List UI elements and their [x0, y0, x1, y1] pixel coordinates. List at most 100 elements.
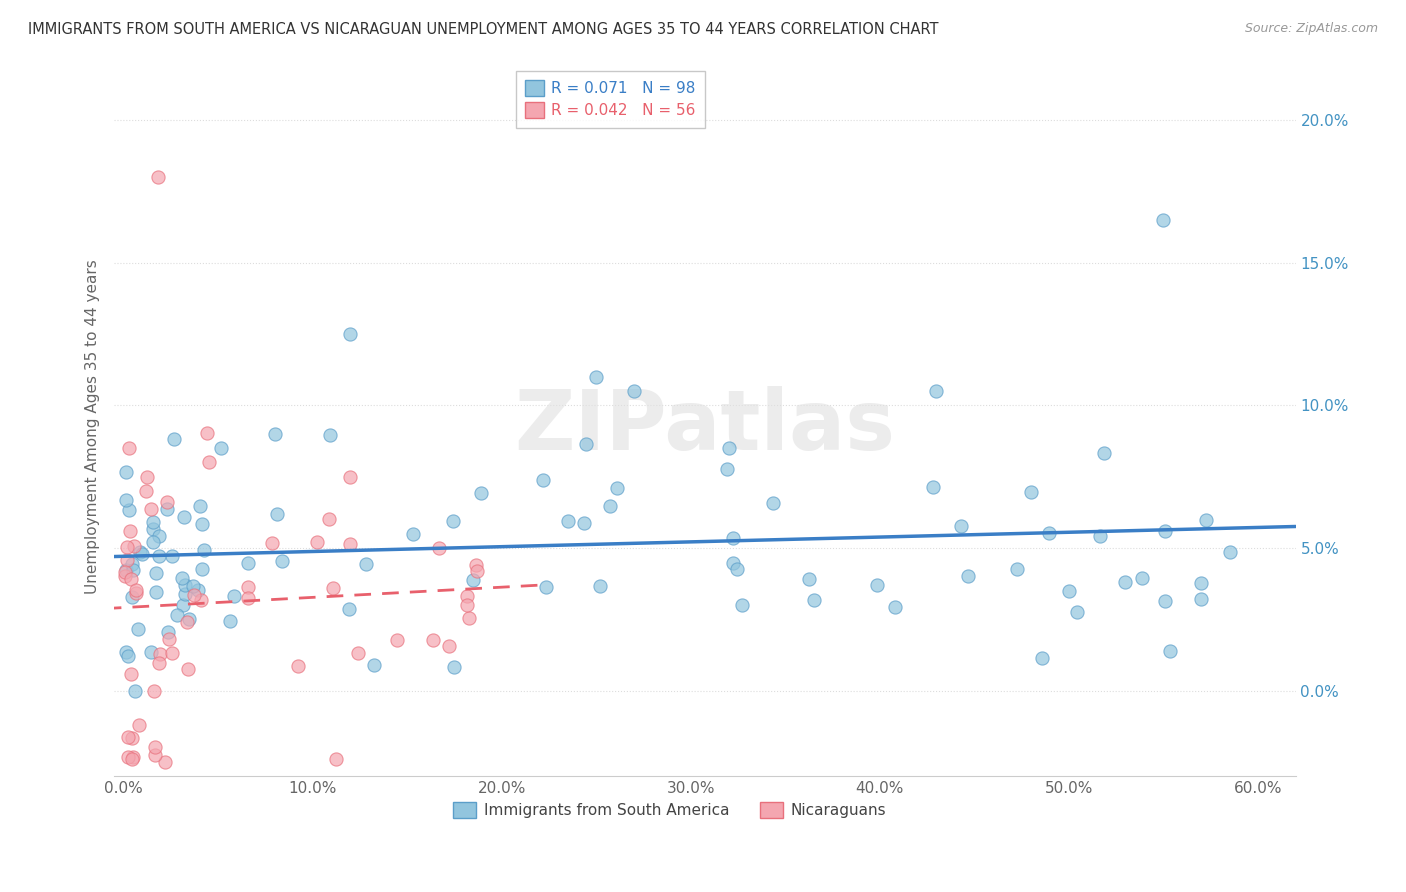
Point — [157, 632, 180, 646]
Point — [142, 522, 165, 536]
Point — [1057, 583, 1080, 598]
Point — [145, 566, 167, 581]
Point — [263, 426, 285, 441]
Point — [465, 558, 488, 572]
Point — [458, 611, 481, 625]
Point — [142, 535, 165, 549]
Point — [117, 649, 139, 664]
Point — [115, 540, 138, 554]
Point — [121, 558, 143, 572]
Point — [1130, 571, 1153, 585]
Point — [170, 571, 193, 585]
Point — [183, 588, 205, 602]
Point — [883, 599, 905, 614]
Point — [797, 573, 820, 587]
Point — [1189, 592, 1212, 607]
Point — [128, 718, 150, 732]
Point — [124, 683, 146, 698]
Point — [118, 524, 141, 538]
Point — [117, 730, 139, 744]
Point — [270, 553, 292, 567]
Text: ZIPatlas: ZIPatlas — [515, 386, 896, 467]
Point — [224, 589, 246, 603]
Point — [925, 384, 948, 399]
Point — [127, 622, 149, 636]
Point — [319, 428, 342, 442]
Point — [145, 585, 167, 599]
Point — [260, 536, 283, 550]
Point — [121, 750, 143, 764]
Point — [322, 581, 344, 595]
Point — [1154, 594, 1177, 608]
Point — [125, 583, 148, 598]
Point — [118, 441, 141, 455]
Point — [191, 562, 214, 576]
Point — [585, 370, 607, 384]
Point — [339, 469, 361, 483]
Point — [1195, 513, 1218, 527]
Point — [148, 549, 170, 563]
Point — [115, 645, 138, 659]
Text: Source: ZipAtlas.com: Source: ZipAtlas.com — [1244, 22, 1378, 36]
Point — [141, 502, 163, 516]
Point — [219, 614, 242, 628]
Point — [195, 426, 218, 441]
Point — [118, 503, 141, 517]
Point — [1066, 605, 1088, 619]
Point — [1152, 213, 1174, 227]
Point — [606, 481, 628, 495]
Point — [238, 591, 260, 605]
Point — [190, 593, 212, 607]
Point — [174, 578, 197, 592]
Point — [120, 667, 142, 681]
Point — [193, 542, 215, 557]
Point — [1007, 561, 1029, 575]
Point — [599, 499, 621, 513]
Point — [114, 565, 136, 579]
Point — [1189, 576, 1212, 591]
Point — [721, 556, 744, 570]
Legend: Immigrants from South America, Nicaraguans: Immigrants from South America, Nicaragua… — [447, 797, 891, 824]
Point — [866, 577, 889, 591]
Point — [122, 563, 145, 577]
Point — [157, 625, 180, 640]
Point — [363, 658, 385, 673]
Point — [717, 441, 740, 455]
Point — [465, 564, 488, 578]
Point — [163, 432, 186, 446]
Point — [1159, 644, 1181, 658]
Point — [162, 549, 184, 563]
Point — [422, 632, 444, 647]
Point — [135, 483, 157, 498]
Point — [429, 541, 451, 555]
Point — [761, 495, 783, 509]
Point — [1090, 529, 1112, 543]
Point — [354, 557, 377, 571]
Point — [307, 535, 329, 549]
Point — [557, 514, 579, 528]
Point — [325, 752, 347, 766]
Point — [114, 465, 136, 479]
Point — [949, 519, 972, 533]
Text: IMMIGRANTS FROM SOUTH AMERICA VS NICARAGUAN UNEMPLOYMENT AMONG AGES 35 TO 44 YEA: IMMIGRANTS FROM SOUTH AMERICA VS NICARAG… — [28, 22, 939, 37]
Point — [721, 531, 744, 545]
Point — [176, 615, 198, 630]
Point — [533, 473, 555, 487]
Point — [339, 327, 361, 342]
Point — [716, 462, 738, 476]
Point — [121, 731, 143, 745]
Point — [1154, 524, 1177, 538]
Point — [347, 646, 370, 660]
Point — [176, 662, 198, 676]
Point — [114, 569, 136, 583]
Point — [148, 656, 170, 670]
Point — [174, 587, 197, 601]
Point — [238, 580, 260, 594]
Point — [922, 480, 945, 494]
Point — [120, 572, 142, 586]
Point — [173, 509, 195, 524]
Point — [1031, 651, 1053, 665]
Point — [187, 582, 209, 597]
Point — [456, 589, 478, 603]
Point — [129, 544, 152, 558]
